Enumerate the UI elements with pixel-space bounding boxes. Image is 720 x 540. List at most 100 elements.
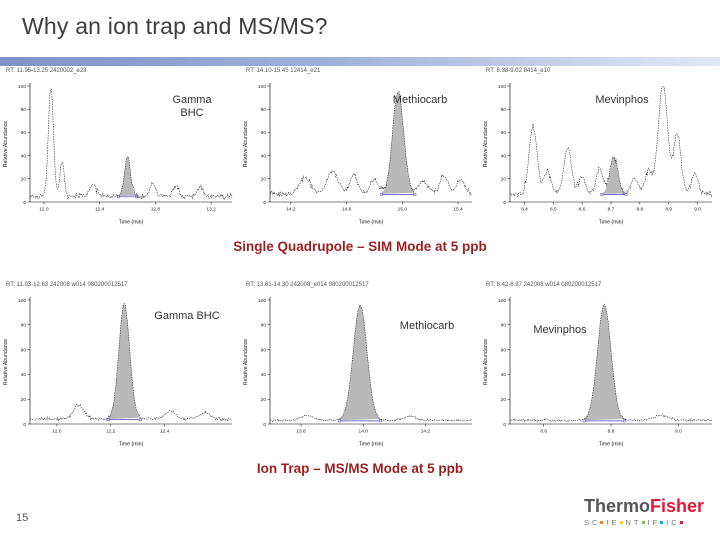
- chart-header-text: RT: 14.10-15.45 12414_e21: [246, 68, 321, 74]
- svg-text:12.0: 12.0: [39, 207, 49, 213]
- svg-text:9.0: 9.0: [675, 429, 682, 435]
- chromatogram-panel-msms-mevinphos: RT: 8.42-8.97 242008 w014 080200012517 0…: [480, 280, 720, 450]
- sci-letter: I: [606, 518, 609, 527]
- compound-label: Gamma BHC: [154, 310, 220, 322]
- svg-text:8.5: 8.5: [550, 207, 557, 213]
- svg-text:Time (min): Time (min): [599, 442, 624, 448]
- svg-text:20: 20: [21, 177, 27, 183]
- caption-single-quadrupole: Single Quadrupole – SIM Mode at 5 ppb: [233, 239, 487, 254]
- svg-text:100: 100: [18, 84, 26, 90]
- svg-text:14.2: 14.2: [421, 429, 431, 435]
- sci-letter: N: [625, 518, 631, 527]
- svg-text:60: 60: [501, 130, 507, 136]
- svg-text:15.4: 15.4: [453, 207, 463, 213]
- chromatogram-plot: 0 20 40 60 80 100 13.8 14.0 14.2 Time (min) Relati…: [243, 297, 473, 448]
- svg-text:100: 100: [498, 298, 506, 304]
- svg-text:60: 60: [21, 130, 27, 136]
- svg-text:40: 40: [501, 372, 507, 378]
- svg-text:60: 60: [261, 130, 267, 136]
- svg-text:0: 0: [503, 200, 506, 206]
- svg-text:Relative Abundance: Relative Abundance: [483, 121, 489, 167]
- svg-text:80: 80: [21, 107, 27, 113]
- logo-fisher-text: Fisher: [649, 496, 704, 516]
- svg-text:80: 80: [261, 107, 267, 113]
- svg-text:13.8: 13.8: [296, 429, 306, 435]
- svg-text:80: 80: [21, 323, 27, 329]
- svg-text:60: 60: [261, 347, 267, 353]
- svg-text:Time (min): Time (min): [359, 220, 384, 226]
- svg-text:0: 0: [263, 200, 266, 206]
- msms-mode-chart-row: RT: 11.93-12.63 242008 w014 080200012517…: [0, 280, 720, 450]
- svg-text:100: 100: [498, 84, 506, 90]
- sci-color-dot: [641, 521, 645, 524]
- svg-text:Relative Abundance: Relative Abundance: [243, 121, 249, 167]
- svg-text:15.0: 15.0: [398, 207, 408, 213]
- svg-text:40: 40: [21, 372, 27, 378]
- sci-letter: E: [611, 518, 617, 527]
- chart-header-text: RT: 11.95-13.25 2420002_e23: [6, 68, 87, 74]
- sci-color-dot: [619, 521, 623, 524]
- accent-bar: [0, 57, 720, 66]
- chromatogram-plot: 0 20 40 60 80 100 8.4 8.5 8.6 8.7 8.8 8.9 9.0 Time (m…: [483, 83, 713, 226]
- logo-thermo-text: Thermo: [583, 496, 650, 516]
- svg-text:9.0: 9.0: [694, 207, 701, 213]
- sci-letter: F: [652, 518, 658, 527]
- sim-mode-chart-row: RT: 11.95-13.25 2420002_e23 0 20 40 60 80 100…: [0, 66, 720, 228]
- svg-text:20: 20: [501, 397, 507, 403]
- logo-wordmark: ThermoFisher: [584, 497, 704, 515]
- svg-text:Relative Abundance: Relative Abundance: [483, 339, 489, 385]
- svg-text:Relative Abundance: Relative Abundance: [3, 121, 9, 167]
- svg-text:14.0: 14.0: [359, 429, 369, 435]
- chart-header-text: RT: 8.42-8.97 242008 w014 080200012517: [486, 282, 602, 288]
- sci-letter: I: [647, 518, 650, 527]
- chromatogram-panel-msms-methiocarb: RT: 13.61-14.30 242008_e014 080200012517…: [240, 280, 480, 450]
- svg-text:80: 80: [261, 323, 267, 329]
- sci-letter: S: [583, 518, 589, 527]
- svg-text:13.2: 13.2: [206, 207, 216, 213]
- compound-label: Methiocarb: [399, 320, 455, 332]
- svg-text:60: 60: [21, 347, 27, 353]
- svg-text:8.6: 8.6: [579, 207, 586, 213]
- svg-text:0: 0: [23, 200, 26, 206]
- compound-label: Mevinphos: [595, 94, 649, 106]
- svg-text:Time (min): Time (min): [119, 220, 144, 226]
- svg-text:80: 80: [501, 323, 507, 329]
- chromatogram-plot: 0 20 40 60 80 100 12.0 12.2 12.4 Time (min) Relati…: [3, 297, 233, 448]
- svg-text:12.8: 12.8: [151, 207, 161, 213]
- svg-text:8.6: 8.6: [540, 429, 547, 435]
- chart-header-text: RT: 8.38-9.02 8414_e10: [486, 68, 551, 74]
- svg-text:20: 20: [261, 397, 267, 403]
- compound-label: Mevinphos: [533, 324, 587, 336]
- svg-text:8.8: 8.8: [608, 429, 615, 435]
- chromatogram-panel-sim-mevinphos: RT: 8.38-9.02 8414_e10 0 20 40 60 80 100 8.4 8.…: [480, 66, 720, 228]
- sci-letter: C: [591, 518, 598, 527]
- svg-text:40: 40: [261, 372, 267, 378]
- svg-text:14.6: 14.6: [342, 207, 352, 213]
- svg-text:Relative Abundance: Relative Abundance: [243, 339, 249, 385]
- svg-text:8.9: 8.9: [665, 207, 672, 213]
- svg-text:12.2: 12.2: [106, 429, 116, 435]
- sci-color-dot: [660, 521, 664, 524]
- chromatogram-plot: 0 20 40 60 80 100 12.0 12.4 12.8 13.2 Time (min) Re…: [3, 83, 233, 226]
- svg-text:8.8: 8.8: [637, 207, 644, 213]
- page-number: 15: [16, 512, 29, 524]
- slide-title: Why an ion trap and MS/MS?: [22, 13, 328, 39]
- chromatogram-panel-sim-methiocarb: RT: 14.10-15.45 12414_e21 0 20 40 60 80 100 14…: [240, 66, 480, 228]
- svg-text:Time (min): Time (min): [359, 442, 384, 448]
- svg-text:Time (min): Time (min): [119, 442, 144, 448]
- svg-text:14.2: 14.2: [286, 207, 296, 213]
- chart-header-text: RT: 13.61-14.30 242008_e014 080200012517: [246, 282, 369, 288]
- svg-text:12.0: 12.0: [52, 429, 62, 435]
- sci-color-dot: [679, 521, 683, 524]
- svg-text:0: 0: [23, 422, 26, 428]
- sci-letter: T: [633, 518, 639, 527]
- svg-text:80: 80: [501, 107, 507, 113]
- svg-text:100: 100: [258, 298, 266, 304]
- sci-letter: I: [666, 518, 669, 527]
- chromatogram-plot: 0 20 40 60 80 100 14.2 14.6 15.0 15.4 Time (min) Re…: [243, 83, 473, 226]
- sci-letter: C: [671, 518, 677, 527]
- svg-text:12.4: 12.4: [95, 207, 105, 213]
- svg-text:Relative Abundance: Relative Abundance: [3, 339, 9, 385]
